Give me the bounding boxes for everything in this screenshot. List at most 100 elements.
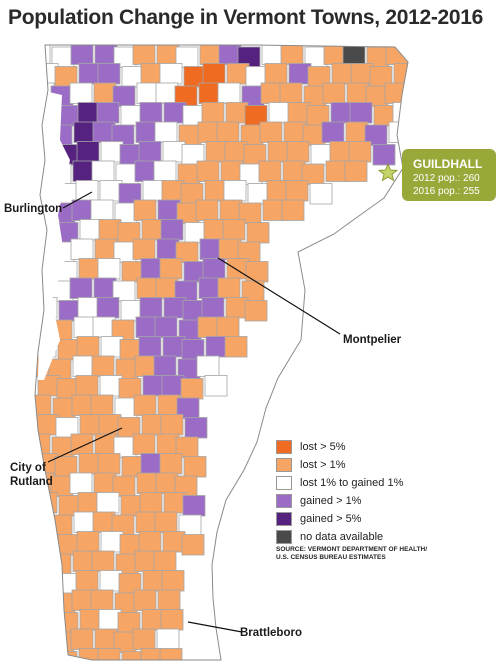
- town-shape: [54, 651, 78, 660]
- source-line-1: SOURCE: VERMONT DEPARTMENT OF HEALTH/: [276, 546, 428, 553]
- legend-item: lost > 1%: [276, 458, 346, 472]
- city-label-brattleboro: Brattleboro: [240, 627, 302, 639]
- town-shape: [90, 394, 114, 416]
- town-shape: [132, 433, 156, 455]
- source-line-2: U.S. CENSUS BUREAU ESTIMATES: [276, 554, 386, 561]
- town-shape: [133, 394, 157, 416]
- town-shape: [132, 238, 156, 260]
- legend-swatch: [276, 440, 292, 454]
- town-shape: [97, 453, 121, 475]
- town-shape: [285, 180, 309, 202]
- town-shape: [76, 141, 100, 163]
- town-shape: [244, 300, 268, 322]
- town-shape: [153, 550, 177, 572]
- town-shape: [160, 219, 184, 241]
- town-shape: [216, 121, 240, 143]
- vermont-outline: [34, 44, 409, 661]
- town-shape: [160, 609, 184, 631]
- legend-swatch: [276, 494, 292, 508]
- brattleboro-leader: [187, 621, 243, 633]
- legend-item: no data available: [276, 530, 383, 544]
- town-shape: [133, 589, 157, 611]
- town-shape: [138, 141, 162, 163]
- city-label-burlington: Burlington: [4, 203, 63, 215]
- town-shape: [224, 336, 248, 358]
- town-shape: [97, 258, 121, 280]
- town-shape: [132, 45, 156, 65]
- town-shape: [69, 82, 93, 104]
- town-shape: [184, 417, 208, 439]
- town-shape: [96, 492, 120, 514]
- town-polygons: [35, 45, 408, 660]
- town-shape: [97, 63, 121, 85]
- map-title: Population Change in Vermont Towns, 2012…: [8, 6, 484, 29]
- legend-item: gained > 1%: [276, 494, 361, 508]
- town-shape: [157, 589, 181, 611]
- lake-champlain: [38, 90, 70, 380]
- town-shape: [181, 534, 205, 556]
- town-shape: [35, 45, 51, 65]
- legend-swatch: [276, 512, 292, 526]
- town-shape: [180, 378, 204, 400]
- town-shape: [183, 456, 207, 478]
- town-shape: [156, 628, 180, 650]
- town-shape: [69, 277, 93, 299]
- town-shape: [264, 63, 288, 85]
- town-shape: [201, 102, 225, 124]
- town-shape: [342, 45, 366, 65]
- town-shape: [159, 648, 183, 660]
- town-shape: [344, 160, 368, 182]
- town-shape: [392, 102, 408, 124]
- town-shape: [217, 277, 241, 299]
- burlington-leader: [62, 191, 93, 209]
- town-shape: [76, 531, 100, 553]
- legend-item: lost 1% to gained 1%: [276, 476, 403, 490]
- town-shape: [35, 531, 57, 553]
- legend-swatch: [276, 476, 292, 490]
- guildhall-callout: GUILDHALL 2012 pop.: 260 2016 pop.: 255: [402, 149, 496, 201]
- town-shape: [159, 453, 183, 475]
- town-shape: [258, 160, 282, 182]
- town-shape: [35, 648, 59, 660]
- town-shape: [91, 550, 115, 572]
- town-shape: [245, 261, 269, 283]
- town-shape: [202, 63, 226, 85]
- city-label-rutland-line1: City of: [10, 462, 46, 474]
- town-shape: [349, 102, 373, 124]
- town-shape: [217, 82, 241, 104]
- city-label-rutland-line2: Rutland: [10, 476, 53, 488]
- town-shape: [153, 355, 177, 377]
- town-shape: [48, 553, 72, 575]
- town-shape: [37, 570, 61, 592]
- legend-label: lost > 1%: [300, 459, 346, 471]
- town-shape: [204, 375, 228, 397]
- town-shape: [201, 297, 225, 319]
- town-shape: [159, 258, 183, 280]
- town-shape: [196, 355, 220, 377]
- town-shape: [154, 511, 178, 533]
- town-shape: [90, 589, 114, 611]
- town-shape: [259, 121, 283, 143]
- town-shape: [348, 141, 372, 163]
- legend-label: gained > 5%: [300, 513, 362, 525]
- callout-pop-2012: 2012 pop.: 260: [413, 173, 480, 184]
- city-label-montpelier: Montpelier: [343, 334, 402, 346]
- town-shape: [35, 550, 53, 572]
- town-shape: [70, 628, 94, 650]
- town-shape: [160, 414, 184, 436]
- town-shape: [36, 609, 60, 631]
- town-shape: [138, 336, 162, 358]
- town-shape: [91, 160, 115, 182]
- town-shape: [35, 492, 58, 514]
- town-shape: [223, 180, 247, 202]
- source-note: SOURCE: VERMONT DEPARTMENT OF HEALTH/ U.…: [276, 546, 427, 562]
- town-shape: [388, 121, 408, 143]
- legend-swatch: [276, 530, 292, 544]
- town-shape: [35, 589, 52, 611]
- town-shape: [35, 628, 51, 650]
- town-shape: [182, 495, 206, 517]
- town-shape: [286, 141, 310, 163]
- town-shape: [49, 514, 73, 536]
- legend-label: lost > 5%: [300, 441, 346, 453]
